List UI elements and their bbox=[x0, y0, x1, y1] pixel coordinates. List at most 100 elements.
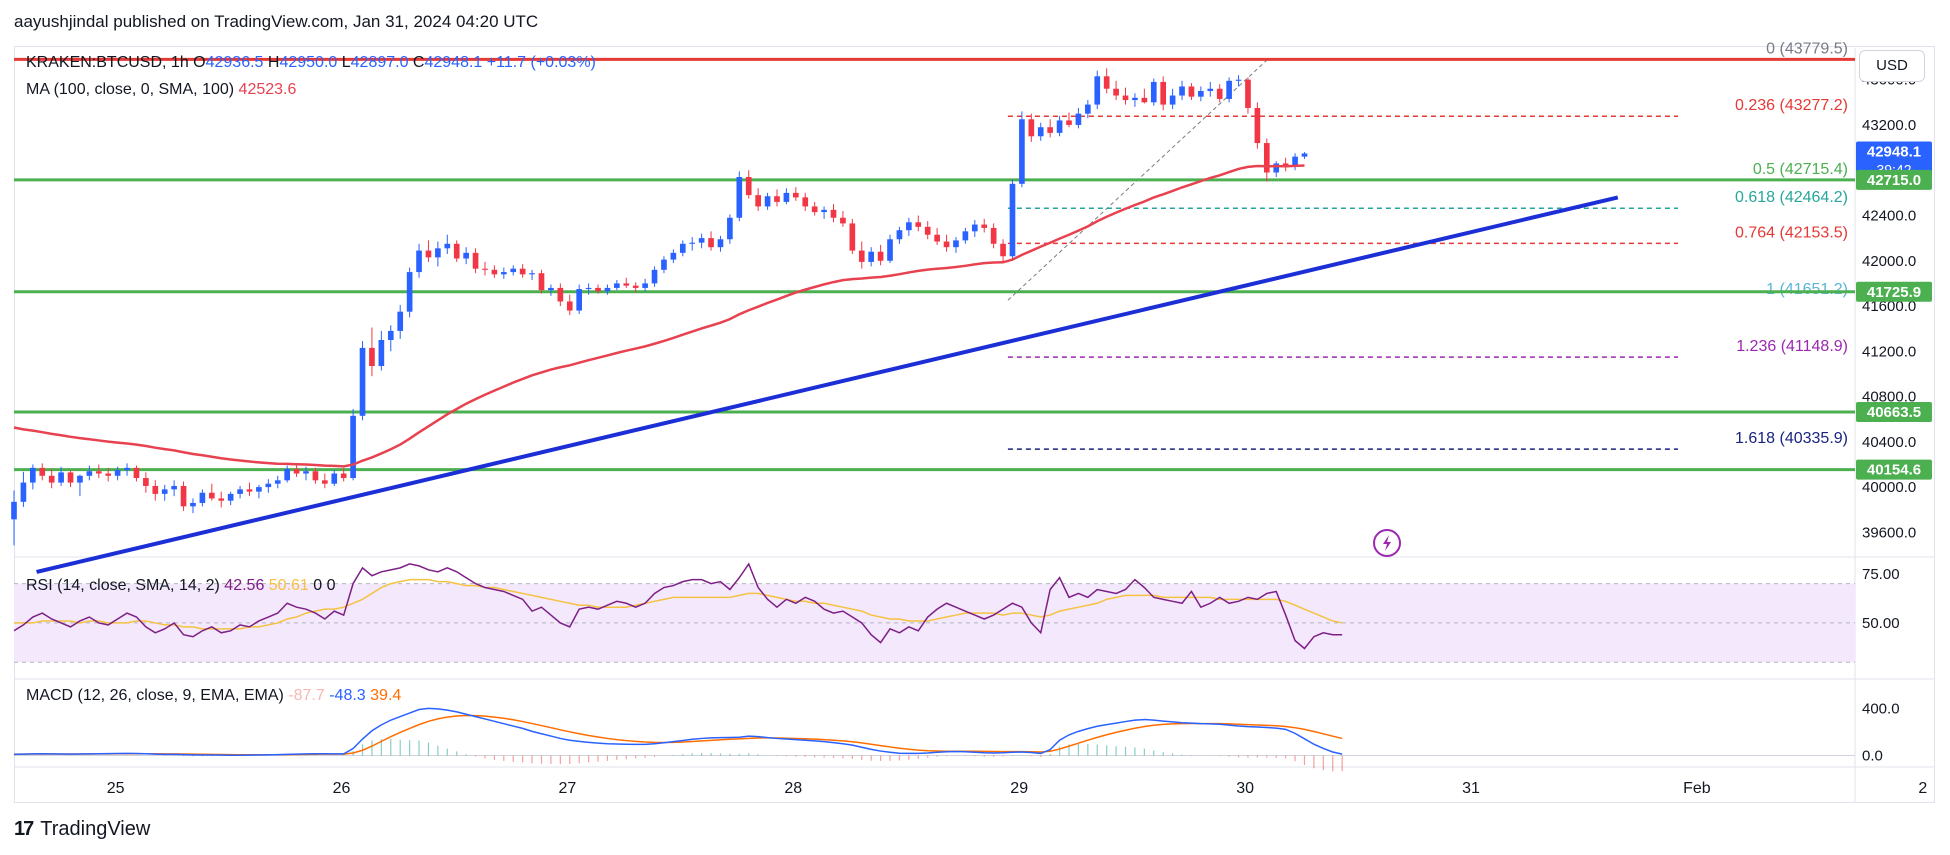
candle bbox=[1188, 86, 1195, 97]
y-tick-label: 42000.0 bbox=[1862, 253, 1916, 270]
candle bbox=[369, 347, 375, 367]
fib-level-label: 1 (41651.2) bbox=[1766, 281, 1848, 298]
candle bbox=[1122, 95, 1129, 101]
candle bbox=[500, 272, 507, 275]
candle bbox=[293, 468, 300, 474]
candle bbox=[1160, 81, 1167, 105]
candle bbox=[519, 268, 526, 275]
candle bbox=[1037, 127, 1044, 137]
candle bbox=[124, 467, 130, 471]
candle bbox=[1066, 120, 1072, 125]
x-tick-label: 25 bbox=[107, 780, 125, 797]
candle bbox=[793, 192, 799, 198]
candle bbox=[1292, 156, 1298, 167]
candle bbox=[708, 238, 714, 248]
candle bbox=[1245, 79, 1251, 108]
candle bbox=[105, 473, 112, 476]
candle bbox=[1019, 119, 1025, 184]
candle bbox=[868, 251, 875, 262]
candle bbox=[1000, 243, 1006, 257]
candle bbox=[48, 475, 55, 483]
candle bbox=[246, 489, 253, 492]
fib-level-label: 0.5 (42715.4) bbox=[1753, 161, 1848, 178]
candle bbox=[1235, 79, 1242, 81]
candle bbox=[1028, 119, 1035, 137]
price-badge-label: 40663.5 bbox=[1867, 404, 1921, 421]
candle bbox=[689, 242, 696, 244]
candle bbox=[981, 224, 988, 228]
macd-legend: MACD (12, 26, close, 9, EMA, EMA) -87.7 … bbox=[26, 687, 401, 704]
x-tick-label: 29 bbox=[1010, 780, 1028, 797]
candle bbox=[1226, 80, 1232, 99]
candle bbox=[548, 287, 554, 291]
candle bbox=[143, 478, 149, 486]
candle bbox=[604, 287, 611, 292]
candle bbox=[990, 227, 997, 244]
candle bbox=[830, 209, 837, 218]
candle bbox=[30, 467, 36, 483]
candle bbox=[802, 197, 809, 207]
candle bbox=[218, 498, 225, 501]
candle bbox=[736, 177, 743, 218]
candle bbox=[717, 239, 724, 248]
currency-selector[interactable]: USD bbox=[1859, 50, 1925, 82]
candle bbox=[340, 473, 347, 479]
candle bbox=[256, 487, 262, 492]
x-tick-label: 28 bbox=[784, 780, 802, 797]
x-tick-label: 27 bbox=[559, 780, 577, 797]
price-badge bbox=[1856, 169, 1932, 190]
candle bbox=[934, 234, 940, 242]
candle bbox=[661, 259, 667, 270]
candle bbox=[943, 241, 950, 248]
candle bbox=[350, 415, 356, 479]
x-tick-label: 31 bbox=[1462, 780, 1480, 797]
candle bbox=[1150, 81, 1157, 103]
candle bbox=[1132, 97, 1138, 101]
candle bbox=[1169, 95, 1176, 105]
candle bbox=[1009, 183, 1016, 257]
candle bbox=[1207, 88, 1214, 92]
candle bbox=[1056, 120, 1063, 133]
rsi-tick-label: 75.00 bbox=[1862, 566, 1900, 583]
candle bbox=[425, 250, 432, 258]
fib-level-label: 0 (43779.5) bbox=[1766, 40, 1848, 57]
candle bbox=[472, 252, 479, 269]
trendline bbox=[36, 195, 1619, 574]
candle bbox=[11, 501, 17, 520]
candle bbox=[303, 471, 309, 474]
rsi-legend: RSI (14, close, SMA, 14, 2) 42.56 50.61 … bbox=[26, 577, 336, 594]
candle bbox=[435, 248, 441, 258]
candle bbox=[821, 209, 827, 213]
x-tick-label: 26 bbox=[333, 780, 351, 797]
candle bbox=[924, 226, 931, 235]
fib-level-label: 0.618 (42464.2) bbox=[1735, 189, 1848, 206]
candle bbox=[745, 177, 752, 196]
candle bbox=[755, 195, 761, 207]
ma-line bbox=[13, 164, 1305, 468]
candle bbox=[887, 239, 893, 261]
candle bbox=[95, 471, 102, 474]
rsi-tick-label: 50.00 bbox=[1862, 615, 1900, 632]
candle bbox=[67, 472, 74, 483]
candle bbox=[331, 473, 338, 484]
candle bbox=[322, 480, 328, 484]
candle bbox=[284, 468, 290, 481]
candle bbox=[840, 217, 846, 224]
price-badge bbox=[1856, 459, 1932, 480]
x-tick-label: 2 bbox=[1918, 780, 1927, 797]
candle bbox=[20, 482, 27, 502]
y-tick-label: 43200.0 bbox=[1862, 117, 1916, 134]
macd-tick-label: 400.0 bbox=[1862, 700, 1900, 717]
candle bbox=[1141, 97, 1148, 103]
x-tick-label: 30 bbox=[1236, 780, 1254, 797]
y-tick-label: 41200.0 bbox=[1862, 343, 1916, 360]
candle bbox=[237, 489, 243, 494]
y-tick-label: 40000.0 bbox=[1862, 479, 1916, 496]
candle bbox=[397, 311, 404, 331]
candle bbox=[679, 243, 686, 253]
y-tick-label: 42400.0 bbox=[1862, 207, 1916, 224]
candle bbox=[576, 289, 583, 311]
candle bbox=[152, 485, 159, 494]
candle bbox=[1103, 76, 1110, 89]
